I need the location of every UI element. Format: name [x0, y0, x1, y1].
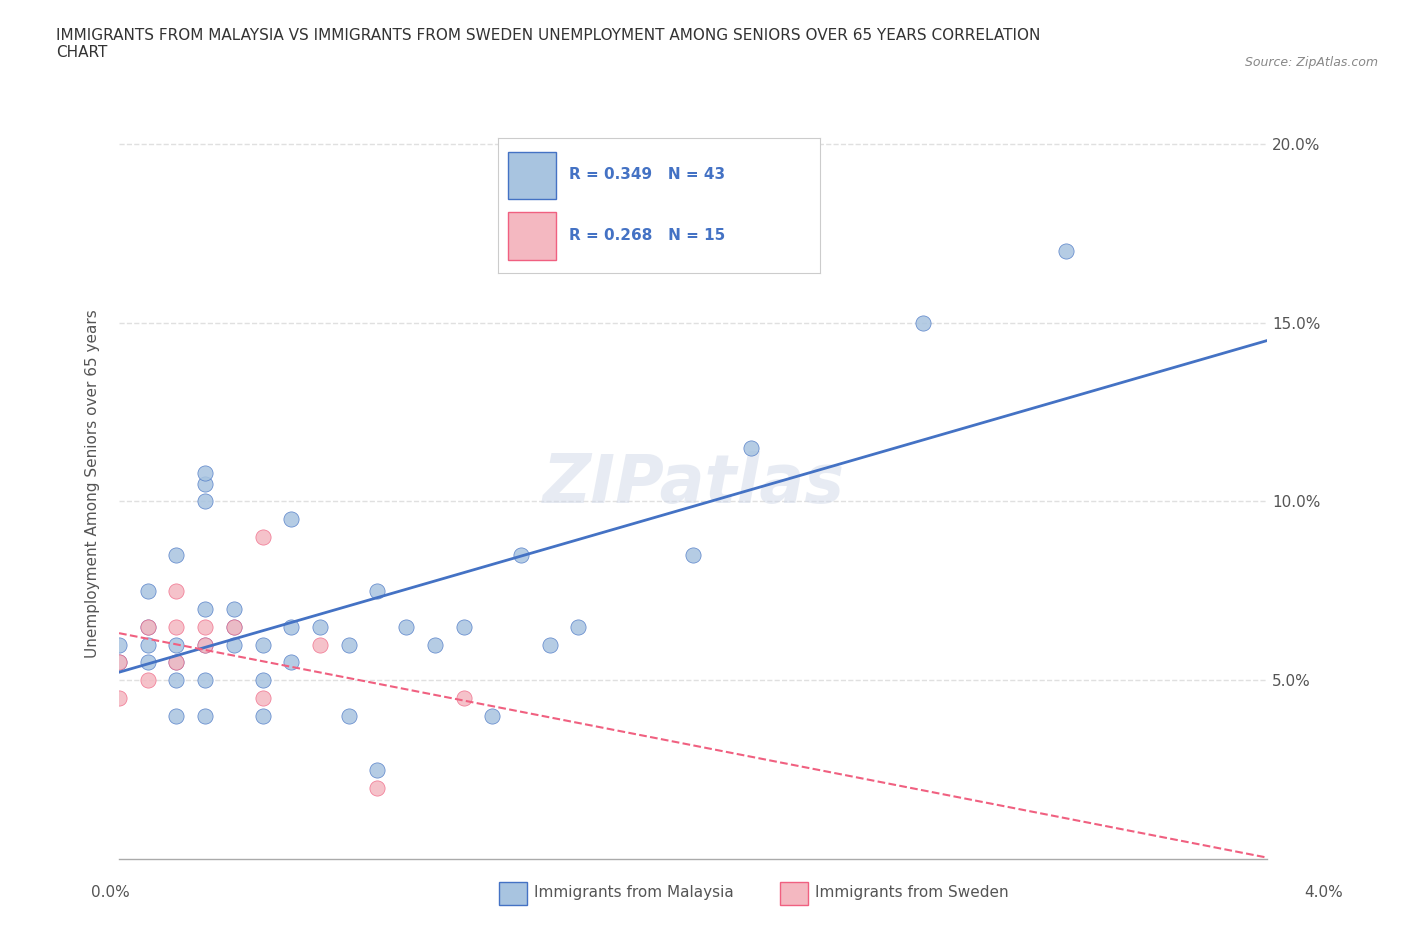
- Point: [366, 763, 388, 777]
- Point: [309, 637, 332, 652]
- Point: [366, 583, 388, 598]
- Point: [538, 637, 561, 652]
- Point: [222, 619, 245, 634]
- Point: [136, 619, 159, 634]
- Point: [252, 637, 274, 652]
- Point: [136, 655, 159, 670]
- Point: [108, 655, 131, 670]
- Point: [567, 619, 589, 634]
- Point: [166, 548, 188, 563]
- Text: Source: ZipAtlas.com: Source: ZipAtlas.com: [1244, 56, 1378, 69]
- Point: [136, 673, 159, 688]
- Point: [194, 494, 217, 509]
- Text: Immigrants from Sweden: Immigrants from Sweden: [815, 885, 1010, 900]
- Point: [194, 673, 217, 688]
- Y-axis label: Unemployment Among Seniors over 65 years: Unemployment Among Seniors over 65 years: [86, 309, 100, 658]
- Text: ZIPatlas: ZIPatlas: [543, 451, 844, 516]
- Point: [252, 673, 274, 688]
- Point: [309, 619, 332, 634]
- Point: [395, 619, 418, 634]
- Point: [166, 655, 188, 670]
- Point: [194, 637, 217, 652]
- Point: [453, 619, 475, 634]
- Point: [337, 709, 360, 724]
- Point: [108, 637, 131, 652]
- Point: [166, 637, 188, 652]
- Point: [252, 691, 274, 706]
- Point: [166, 655, 188, 670]
- Point: [194, 619, 217, 634]
- Point: [166, 619, 188, 634]
- Point: [280, 512, 302, 526]
- Point: [280, 655, 302, 670]
- Point: [222, 602, 245, 617]
- Point: [136, 619, 159, 634]
- Point: [222, 637, 245, 652]
- Point: [911, 315, 934, 330]
- Point: [108, 691, 131, 706]
- Point: [366, 780, 388, 795]
- Point: [481, 709, 503, 724]
- Point: [108, 655, 131, 670]
- Point: [194, 709, 217, 724]
- Point: [682, 548, 704, 563]
- Text: 0.0%: 0.0%: [91, 885, 131, 900]
- Point: [166, 709, 188, 724]
- Point: [252, 530, 274, 545]
- Point: [453, 691, 475, 706]
- Point: [510, 548, 533, 563]
- Point: [194, 476, 217, 491]
- Point: [194, 637, 217, 652]
- Point: [740, 441, 762, 456]
- Point: [222, 619, 245, 634]
- Point: [166, 673, 188, 688]
- Point: [194, 465, 217, 480]
- Point: [136, 637, 159, 652]
- Point: [423, 637, 446, 652]
- Point: [337, 637, 360, 652]
- Text: IMMIGRANTS FROM MALAYSIA VS IMMIGRANTS FROM SWEDEN UNEMPLOYMENT AMONG SENIORS OV: IMMIGRANTS FROM MALAYSIA VS IMMIGRANTS F…: [56, 28, 1040, 60]
- Point: [252, 709, 274, 724]
- Point: [194, 602, 217, 617]
- Point: [166, 583, 188, 598]
- Text: Immigrants from Malaysia: Immigrants from Malaysia: [534, 885, 734, 900]
- Point: [280, 619, 302, 634]
- Point: [136, 583, 159, 598]
- Point: [1056, 244, 1078, 259]
- Text: 4.0%: 4.0%: [1303, 885, 1343, 900]
